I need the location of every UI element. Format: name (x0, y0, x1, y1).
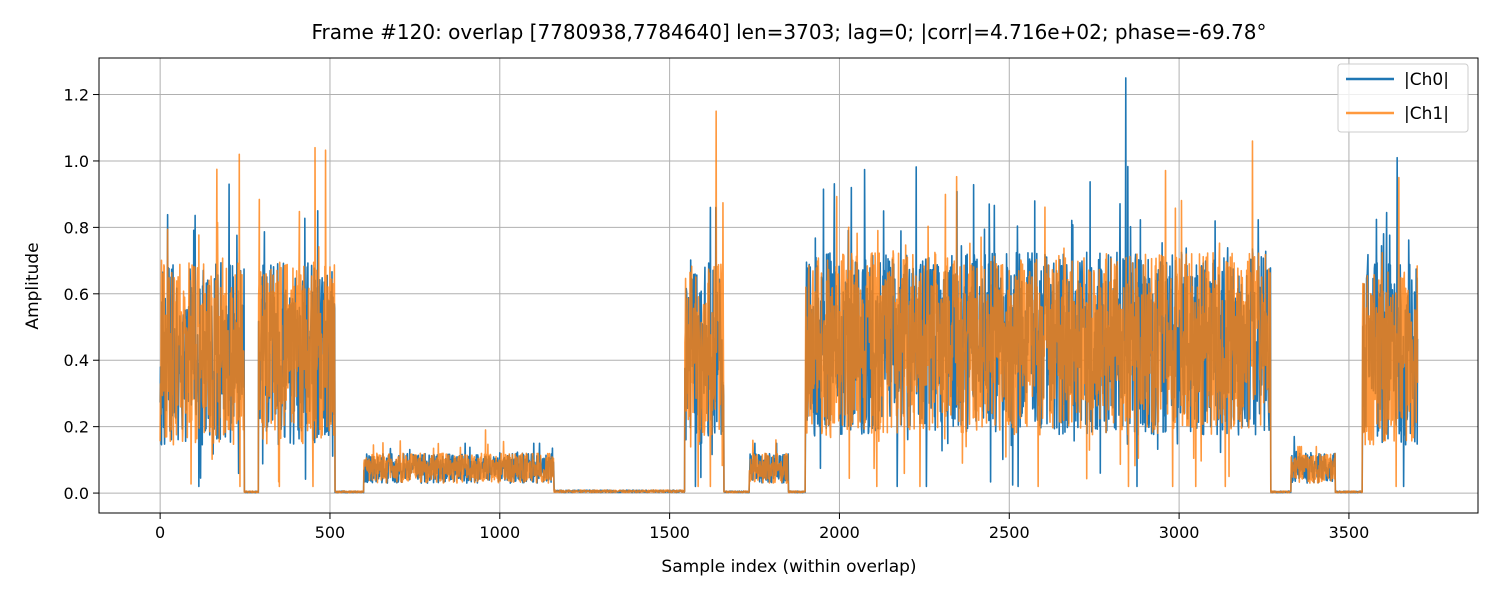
series-line-ch1 (159, 110, 1419, 494)
legend-box (1337, 63, 1469, 133)
y-tick-label: 0.4 (64, 351, 89, 370)
x-tick-label: 500 (315, 523, 346, 542)
x-tick-label: 2500 (989, 523, 1030, 542)
x-axis-label: Sample index (within overlap) (661, 557, 916, 577)
x-tick-label: 0 (155, 523, 165, 542)
y-tick-label: 0.0 (64, 484, 89, 503)
x-tick-label: 3500 (1329, 523, 1370, 542)
x-tick-label: 2000 (819, 523, 860, 542)
y-tick-label: 0.8 (64, 218, 89, 237)
series-layer (159, 77, 1419, 494)
x-tick-label: 1500 (649, 523, 690, 542)
y-axis-label: Amplitude (23, 242, 43, 329)
x-tick-label: 3000 (1159, 523, 1200, 542)
y-tick-label: 0.6 (64, 285, 89, 304)
y-tick-label: 1.0 (64, 152, 89, 171)
legend-label-ch1: |Ch1| (1404, 104, 1449, 124)
y-tick-label: 1.2 (64, 86, 89, 105)
legend: |Ch0| |Ch1| (1337, 63, 1469, 133)
plot-frame (98, 57, 1479, 514)
legend-label-ch0: |Ch0| (1404, 70, 1449, 90)
ticks: 0 500 1000 1500 2000 2500 3000 3500 0.0 0.2 0.4 0.6… (64, 86, 1370, 542)
y-tick-label: 0.2 (64, 418, 89, 437)
chart-title: Frame #120: overlap [7780938,7784640] le… (311, 20, 1266, 44)
x-tick-label: 1000 (479, 523, 520, 542)
